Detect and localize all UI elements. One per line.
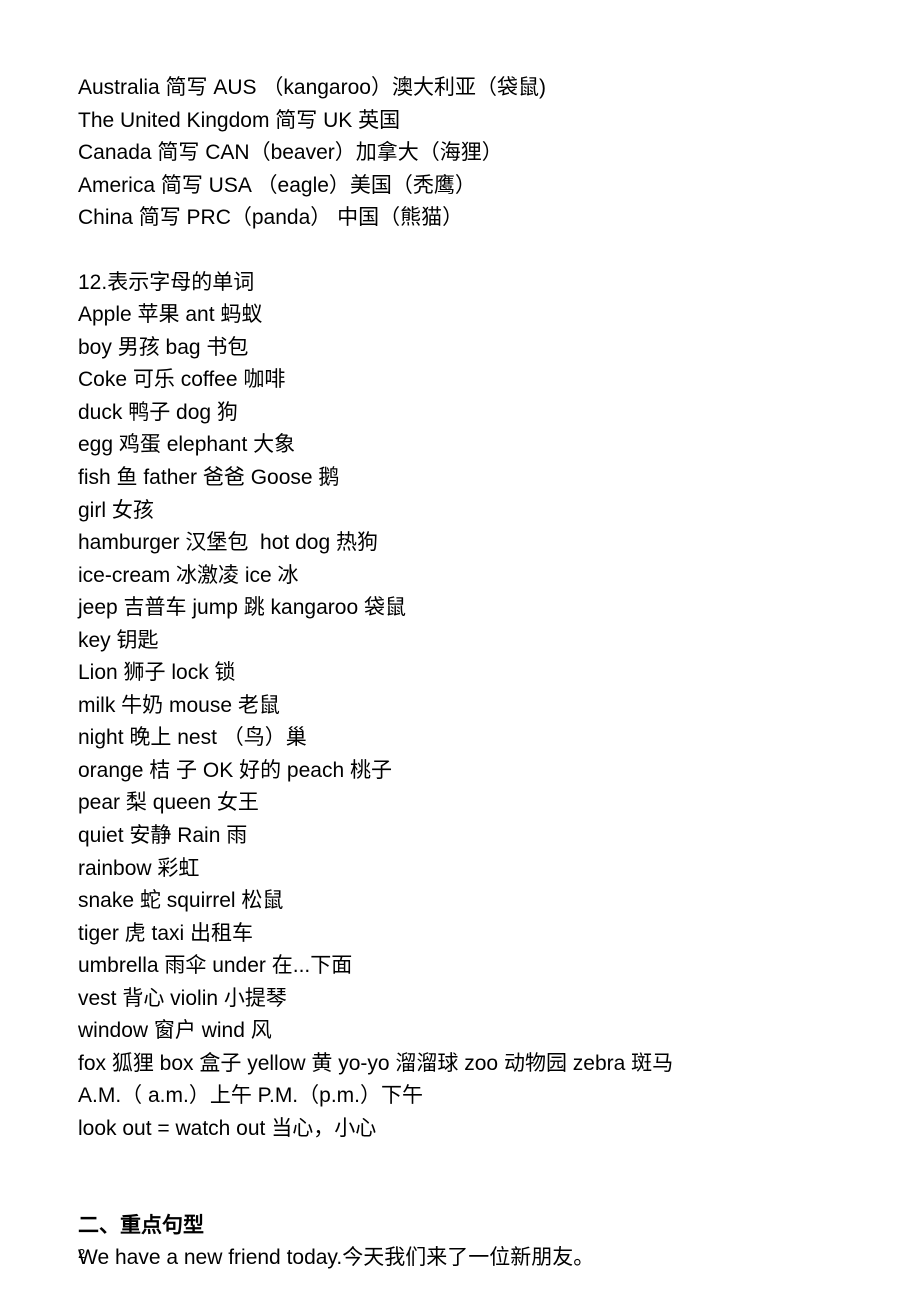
text-line: Coke 可乐 coffee 咖啡 [78, 364, 842, 397]
text-line: ice-cream 冰激凌 ice 冰 [78, 560, 842, 593]
text-line: The United Kingdom 简写 UK 英国 [78, 105, 842, 138]
text-line: America 简写 USA （eagle）美国（秃鹰） [78, 170, 842, 203]
text-line: Lion 狮子 lock 锁 [78, 657, 842, 690]
text-line: umbrella 雨伞 under 在...下面 [78, 950, 842, 983]
text-line: window 窗户 wind 风 [78, 1015, 842, 1048]
text-line: jeep 吉普车 jump 跳 kangaroo 袋鼠 [78, 592, 842, 625]
text-line: milk 牛奶 mouse 老鼠 [78, 690, 842, 723]
text-line: night 晚上 nest （鸟）巢 [78, 722, 842, 755]
text-line: Apple 苹果 ant 蚂蚁 [78, 299, 842, 332]
text-line: tiger 虎 taxi 出租车 [78, 918, 842, 951]
text-line: rainbow 彩虹 [78, 853, 842, 886]
text-line: A.M.（ a.m.）上午 P.M.（p.m.）下午 [78, 1080, 842, 1113]
text-line: fox 狐狸 box 盒子 yellow 黄 yo-yo 溜溜球 zoo 动物园… [78, 1048, 842, 1081]
text-line: look out = watch out 当心，小心 [78, 1113, 842, 1146]
text-line: hamburger 汉堡包 hot dog 热狗 [78, 527, 842, 560]
paragraph-spacer [78, 235, 842, 267]
document-body: Australia 简写 AUS （kangaroo）澳大利亚（袋鼠) The … [78, 72, 842, 1275]
text-line: fish 鱼 father 爸爸 Goose 鹅 [78, 462, 842, 495]
text-line: boy 男孩 bag 书包 [78, 332, 842, 365]
text-line: We have a new friend today.今天我们来了一位新朋友。 [78, 1242, 842, 1275]
text-line: key 钥匙 [78, 625, 842, 658]
text-line: quiet 安静 Rain 雨 [78, 820, 842, 853]
text-line: orange 桔 子 OK 好的 peach 桃子 [78, 755, 842, 788]
text-line: duck 鸭子 dog 狗 [78, 397, 842, 430]
section-heading: 二、重点句型 [78, 1210, 842, 1243]
text-line: girl 女孩 [78, 495, 842, 528]
paragraph-spacer [78, 1146, 842, 1210]
text-line: Canada 简写 CAN（beaver）加拿大（海狸） [78, 137, 842, 170]
section-title: 12.表示字母的单词 [78, 267, 842, 300]
page-number: 2 [78, 1244, 85, 1264]
text-line: snake 蛇 squirrel 松鼠 [78, 885, 842, 918]
text-line: China 简写 PRC（panda） 中国（熊猫） [78, 202, 842, 235]
text-line: Australia 简写 AUS （kangaroo）澳大利亚（袋鼠) [78, 72, 842, 105]
text-line: pear 梨 queen 女王 [78, 787, 842, 820]
text-line: vest 背心 violin 小提琴 [78, 983, 842, 1016]
text-line: egg 鸡蛋 elephant 大象 [78, 429, 842, 462]
